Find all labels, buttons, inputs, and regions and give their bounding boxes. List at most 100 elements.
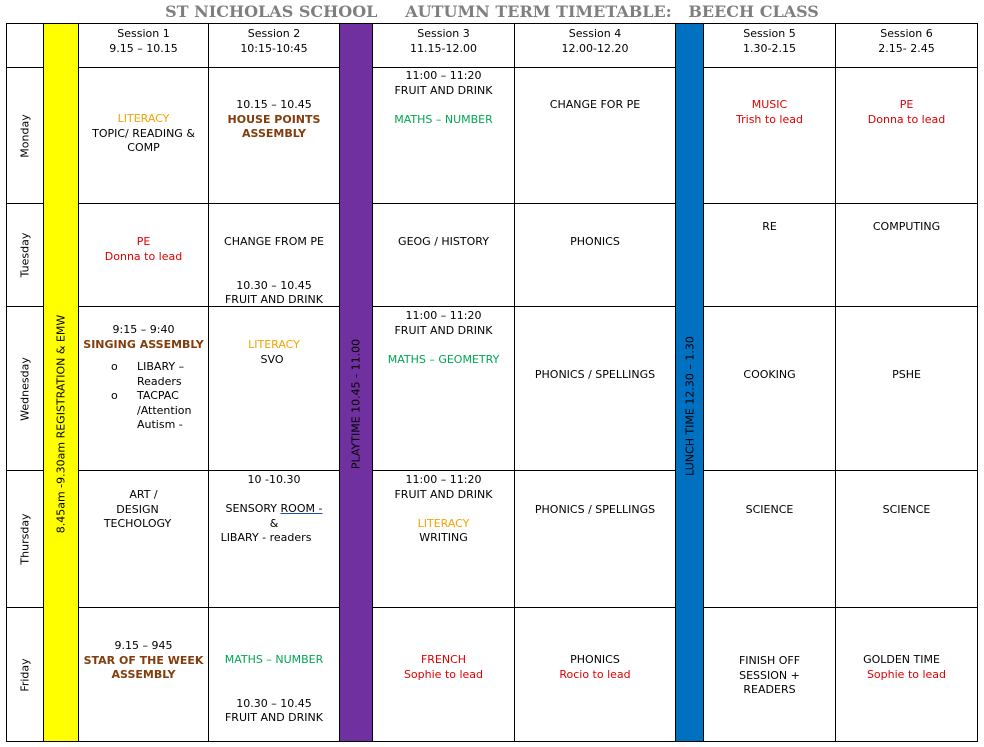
day-label: Monday [18,113,32,158]
registration-band: 8.45am -9.30am REGISTRATION & EMW [43,23,79,742]
lunch-label: LUNCH TIME 12.30 – 1.30 [683,336,696,476]
time: 10.15 – 10.45 [236,98,312,111]
assembly-title: ASSEMBLY [111,668,176,681]
thu-session-6: SCIENCE [835,470,978,608]
session-name: Session 6 [880,27,933,40]
subject: PHONICS / SPELLINGS [534,503,656,516]
session-time: 1.30-2.15 [743,41,796,55]
wed-session-6: PSHE [835,306,978,471]
wed-session-3: 11:00 – 11:20 FRUIT AND DRINK MATHS – GE… [372,306,515,471]
assembly-title: HOUSE POINTS [227,112,321,126]
time: 10.30 – 10.45 [236,696,312,710]
subject: GEOG / HISTORY [398,235,489,248]
fri-session-3: FRENCH Sophie to lead [372,607,515,742]
detail: FRUIT AND DRINK [224,293,323,306]
detail: WRITING [419,531,468,544]
day-cell-monday: Monday [6,67,44,204]
session-name: Session 3 [417,27,470,40]
detail: SENSORY ROOM - [209,502,339,517]
tue-session-4: PHONICS [514,203,676,307]
header-session-5: Session 5 1.30-2.15 [703,23,836,68]
detail: TOPIC/ READING & [92,126,195,140]
time: 11:00 – 11:20 [405,309,482,322]
subject: MATHS – NUMBER [224,653,324,666]
registration-label: 8.45am -9.30am REGISTRATION & EMW [54,314,68,534]
subject: ART / [129,488,158,501]
playtime-band: PLAYTIME 10.45 - 11.00 [339,23,373,742]
header-session-2: Session 2 10:15-10:45 [208,23,340,68]
header-session-6: Session 6 2.15- 2.45 [835,23,978,68]
day-label: Thursday [18,513,32,565]
fri-session-6: GOLDEN TIME Sophie to lead [835,607,978,742]
subject: PHONICS / SPELLINGS [534,368,656,381]
detail: CHANGE FROM PE [224,235,324,248]
time: 11:00 – 11:20 [405,69,482,82]
session-name: Session 2 [247,27,301,40]
mon-session-4: CHANGE FOR PE [514,67,676,204]
time: 9.15 – 945 [114,639,173,652]
subject: COMPUTING [872,220,941,233]
subject: MATHS – NUMBER [394,112,493,126]
thu-session-3: 11:00 – 11:20 FRUIT AND DRINK LITERACY W… [372,470,515,608]
tue-session-3: GEOG / HISTORY [372,203,515,307]
day-cell-tuesday: Tuesday [6,203,44,307]
assembly-title: ASSEMBLY [242,127,306,140]
subject: PE [136,235,151,248]
session-name: Session 1 [117,27,170,40]
thu-session-5: SCIENCE [703,470,836,608]
detail: COMP [127,141,160,154]
fri-session-1: 9.15 – 945 STAR OF THE WEEK ASSEMBLY [78,607,209,742]
lead: Sophie to lead [403,667,484,681]
time: 11:00 – 11:20 [405,473,482,486]
bullet-continuation: Autism - [137,418,183,431]
session-time: 11.15-12.00 [410,41,477,55]
subject: CHANGE FOR PE [549,98,641,111]
tue-session-6: COMPUTING [835,203,978,307]
detail: SVO [260,352,284,366]
subject: PHONICS [570,653,620,666]
day-cell-thursday: Thursday [6,470,44,608]
session-name: Session 4 [568,27,622,40]
subject: PE [899,98,914,111]
session-time: 10:15-10:45 [240,41,308,55]
session-time: 12.00-12.20 [561,41,629,55]
header-session-3: Session 3 11.15-12.00 [372,23,515,68]
header-session-1: Session 1 9.15 – 10.15 [78,23,209,68]
subject: LITERACY [417,516,470,530]
time: 10.30 – 10.45 [236,278,312,292]
thu-session-2: 10 -10.30 SENSORY ROOM - & LIBARY - read… [208,470,340,608]
tue-session-1: PE Donna to lead [78,203,209,307]
time: 9:15 – 9:40 [112,323,175,336]
mon-session-3: 11:00 – 11:20 FRUIT AND DRINK MATHS – NU… [372,67,515,204]
fri-session-4: PHONICS Rocio to lead [514,607,676,742]
fri-session-2: MATHS – NUMBER 10.30 – 10.45 FRUIT AND D… [208,607,340,742]
session-time: 9.15 – 10.15 [109,41,178,55]
sensory-word: SENSORY [225,502,278,515]
mon-session-1: LITERACY TOPIC/ READING & COMP [78,67,209,204]
page-title: ST NICHOLAS SCHOOL AUTUMN TERM TIMETABLE… [165,2,819,21]
day-label: Friday [18,657,32,692]
subject: COOKING [743,368,796,381]
subject: MUSIC [751,98,788,111]
bullet-item: TACPAC [111,389,208,404]
mon-session-2: 10.15 – 10.45 HOUSE POINTS ASSEMBLY [208,67,340,204]
subject: LITERACY [248,338,300,351]
bullet-continuation: /Attention [137,403,192,417]
playtime-label: PLAYTIME 10.45 - 11.00 [349,338,363,470]
subject: GOLDEN TIME [863,653,940,666]
session-time: 2.15- 2.45 [878,41,935,55]
day-cell-friday: Friday [6,607,44,742]
wed-session-2: LITERACY SVO [208,306,340,471]
lead: Trish to lead [736,112,803,126]
detail: FRUIT AND DRINK [224,711,323,724]
assembly-title: SINGING ASSEMBLY [83,337,204,351]
subject: TECHOLOGY [103,517,172,530]
subject: RE [762,220,777,233]
lead: Donna to lead [867,112,946,126]
bullet-continuation: Readers [137,374,182,388]
subject: DESIGN [116,502,159,516]
bullet-item: LIBARY – [111,360,208,375]
subject: PHONICS [570,235,620,248]
subject: LITERACY [117,112,170,125]
detail: READERS [743,683,796,696]
